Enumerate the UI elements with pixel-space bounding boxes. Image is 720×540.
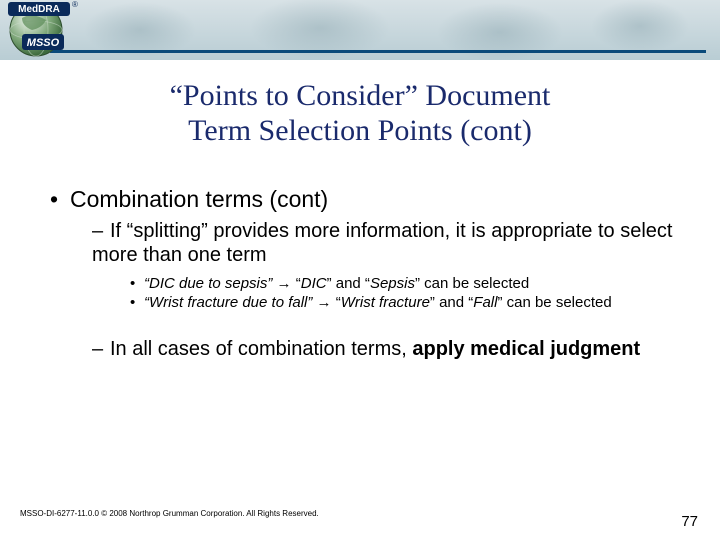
bullet-small-icon: •	[130, 274, 144, 294]
lvl2b-pre: In all cases of combination terms,	[110, 338, 412, 360]
banner-worldmap	[0, 0, 720, 60]
footer-copyright: MSSO-DI-6277-11.0.0 © 2008 Northrop Grum…	[20, 509, 319, 518]
ex1-italic-e: Sepsis	[370, 275, 415, 292]
svg-text:MSSO: MSSO	[27, 37, 60, 49]
title-line-1: “Points to Consider” Document	[170, 79, 551, 112]
ex1-b: → “	[272, 275, 300, 292]
lvl1-text: Combination terms (cont)	[70, 186, 328, 212]
bullet-lvl3: •“DIC due to sepsis” → “DIC” and “Sepsis…	[130, 274, 680, 294]
ex1-d: ” and “	[327, 275, 370, 292]
ex2-d: ” and “	[430, 294, 473, 311]
bullet-lvl2: –In all cases of combination terms, appl…	[92, 337, 680, 361]
slide: MedDRA ® MSSO “Points to Consider” Docum…	[0, 0, 720, 540]
bullet-lvl1: •Combination terms (cont)	[50, 186, 680, 213]
ex2-b: → “	[312, 294, 340, 311]
lvl2a-text: If “splitting” provides more information…	[92, 220, 672, 266]
bullet-dot-icon: •	[50, 186, 70, 213]
svg-text:MedDRA: MedDRA	[18, 4, 60, 15]
bullet-lvl2: –If “splitting” provides more informatio…	[92, 219, 680, 268]
dash-icon: –	[92, 337, 110, 361]
svg-text:®: ®	[72, 0, 78, 9]
slide-title: “Points to Consider” Document Term Selec…	[0, 78, 720, 149]
slide-body: •Combination terms (cont) –If “splitting…	[50, 186, 680, 367]
dash-icon: –	[92, 219, 110, 243]
bullet-small-icon: •	[130, 293, 144, 313]
ex1-italic-c: DIC	[301, 275, 327, 292]
ex2-italic-e: Fall	[473, 294, 497, 311]
ex1-f: ” can be selected	[415, 275, 529, 292]
ex2-italic-c: Wrist fracture	[341, 294, 430, 311]
banner-rule	[50, 50, 706, 53]
page-number: 77	[681, 513, 698, 530]
title-line-2: Term Selection Points (cont)	[188, 114, 532, 147]
meddra-logo: MedDRA ® MSSO	[2, 0, 98, 64]
bullet-lvl3: •“Wrist fracture due to fall” → “Wrist f…	[130, 293, 680, 313]
ex2-f: ” can be selected	[497, 294, 611, 311]
lvl2b-bold: apply medical judgment	[412, 338, 640, 360]
ex2-italic-a: “Wrist fracture due to fall”	[144, 294, 312, 311]
ex1-italic-a: “DIC due to sepsis”	[144, 275, 272, 292]
